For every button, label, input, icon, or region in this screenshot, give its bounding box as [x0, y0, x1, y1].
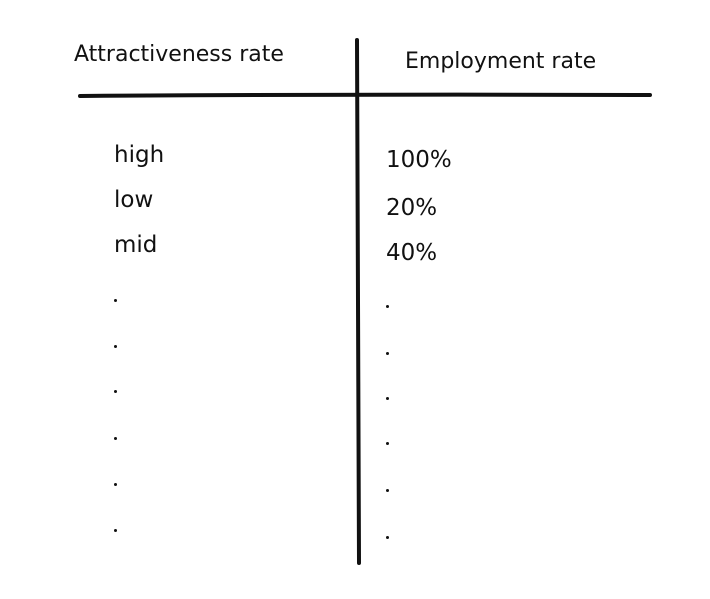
horizontal-rule	[78, 92, 652, 98]
employment-cell: 40%	[386, 240, 438, 266]
attractiveness-cell: high	[114, 142, 165, 168]
continuation-dot	[114, 345, 117, 348]
continuation-dot	[114, 529, 117, 532]
continuation-dot	[114, 483, 117, 486]
continuation-dot	[114, 437, 117, 440]
continuation-dot	[386, 442, 389, 445]
continuation-dot	[386, 489, 389, 492]
employment-cell: 20%	[386, 195, 438, 221]
continuation-dot	[386, 305, 389, 308]
continuation-dot	[114, 390, 117, 393]
employment-header: Employment rate	[405, 49, 597, 74]
continuation-dot	[386, 397, 389, 400]
continuation-dot	[386, 536, 389, 539]
continuation-dot	[114, 299, 117, 302]
attractiveness-cell: mid	[114, 232, 158, 258]
continuation-dot	[386, 352, 389, 355]
attractiveness-header: Attractiveness rate	[74, 42, 284, 67]
employment-cell: 100%	[386, 147, 452, 173]
attractiveness-cell: low	[114, 187, 154, 213]
vertical-rule	[355, 38, 361, 565]
